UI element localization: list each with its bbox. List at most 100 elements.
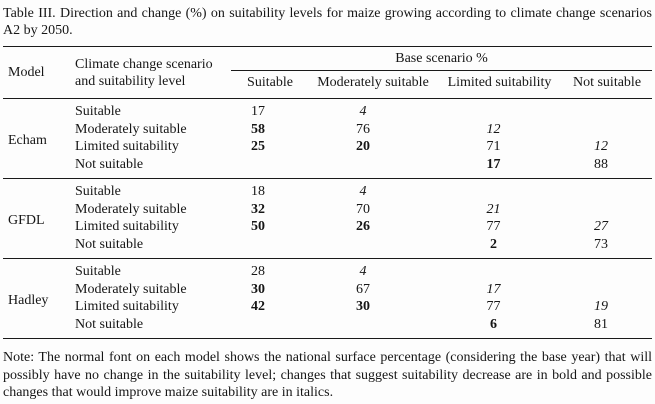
cell-value: 81 [594,316,609,332]
cell-value: 77 [486,219,501,234]
cell-value: 70 [356,201,370,217]
cell-value: 73 [594,236,609,252]
cell-value: 2 [490,236,497,252]
cell-not-suitable: 73 [562,235,653,259]
table-row: GFDL Suitable 18 4 [3,178,652,259]
cell-value: 19 [594,299,609,314]
col-header-scenario-level: Climate change scenario and suitability … [73,46,231,99]
cell-value: 4 [359,104,367,119]
cell-suitable [231,155,309,179]
cell-value: 12 [594,139,609,154]
suitability-level: Suitable [75,184,121,199]
table-row: Hadley Suitable 28 4 [3,258,652,339]
cell-limited-suitability [437,259,562,281]
header-row-columns: Suitable Moderately suitable Limited sui… [3,70,653,99]
suitability-level: Limited suitability [75,299,179,314]
cell-value: 28 [251,264,265,279]
cell-limited-suitability [437,99,562,121]
cell-suitable [231,235,309,259]
suitability-table: Model Climate change scenario and suitab… [3,46,653,339]
table-row: Moderately suitable 58 76 12 [3,121,652,139]
table-caption: Table III. Direction and change (%) on s… [3,6,652,38]
cell-limited-suitability: 17 [437,281,562,299]
cell-suitable: 17 [231,99,309,121]
cell-limited-suitability: 71 [437,138,562,156]
cell-not-suitable: 27 [562,218,652,236]
cell-suitable: 18 [231,179,309,201]
cell-not-suitable [562,121,652,139]
cell-suitable: 28 [231,259,309,281]
col-header-not-suitable: Not suitable [562,70,653,99]
cell-value: 27 [594,219,609,234]
cell-not-suitable: 19 [562,298,652,316]
cell-value: 58 [251,121,265,137]
cell-not-suitable: 88 [562,155,653,179]
cell-value: 4 [359,184,367,199]
cell-moderately-suitable: 70 [309,201,437,219]
cell-value: 17 [251,104,265,119]
cell-not-suitable [562,201,652,219]
cell-limited-suitability: 6 [437,315,562,339]
table-row: Limited suitability 25 20 71 12 [3,138,652,156]
cell-value: 17 [486,156,501,172]
cell-moderately-suitable: 4 [309,99,437,121]
cell-limited-suitability: 77 [437,218,562,236]
cell-moderately-suitable: 4 [309,259,437,281]
suitability-level: Not suitable [73,315,231,339]
cell-value: 30 [251,281,265,297]
cell-limited-suitability: 2 [437,235,562,259]
cell-suitable: 30 [231,281,309,299]
cell-not-suitable: 81 [562,315,653,339]
cell-value: 12 [486,121,501,137]
cell-limited-suitability: 21 [437,201,562,219]
table-row: Not suitable 2 73 [3,235,653,259]
cell-moderately-suitable [309,155,437,179]
cell-value: 50 [251,219,265,234]
cell-moderately-suitable: 30 [309,298,437,316]
table-row: Not suitable 17 88 [3,155,653,179]
cell-value: 26 [356,219,370,234]
cell-value: 42 [251,299,265,314]
cell-suitable: 25 [231,138,309,156]
cell-value: 4 [359,264,367,279]
col-header-model: Model [3,46,73,99]
cell-suitable [231,315,309,339]
cell-value: 17 [486,281,501,297]
header-row-top: Model Climate change scenario and suitab… [3,46,653,99]
col-header-suitable: Suitable [231,70,309,99]
suitability-level: Suitable [75,264,121,279]
table-row: Not suitable 6 81 [3,315,653,339]
table-row: Echam Suitable 17 4 [3,98,652,179]
cell-not-suitable [562,281,652,299]
col-header-limited-suitability: Limited suitability [437,70,562,99]
suitability-level: Limited suitability [75,139,179,154]
suitability-level: Moderately suitable [75,121,187,137]
cell-limited-suitability: 12 [437,121,562,139]
cell-value: 71 [486,139,501,154]
cell-moderately-suitable: 26 [309,218,437,236]
table-row: Moderately suitable 30 67 17 [3,281,652,299]
suitability-level: Limited suitability [75,219,179,234]
cell-moderately-suitable: 20 [309,138,437,156]
cell-value: 18 [251,184,265,199]
cell-suitable: 50 [231,218,309,236]
suitability-level: Moderately suitable [75,201,187,217]
cell-not-suitable: 12 [562,138,652,156]
suitability-level: Not suitable [73,155,231,179]
cell-suitable: 32 [231,201,309,219]
cell-value: 77 [486,299,501,314]
cell-moderately-suitable [309,235,437,259]
model-name-gfdl: GFDL [3,178,73,259]
cell-value: 88 [594,156,609,172]
cell-limited-suitability: 17 [437,155,562,179]
cell-moderately-suitable: 67 [309,281,437,299]
model-name-echam: Echam [3,98,73,179]
cell-moderately-suitable [309,315,437,339]
cell-value: 25 [251,139,265,154]
table-row: Limited suitability 42 30 77 19 [3,298,652,316]
cell-value: 32 [251,201,265,217]
cell-value: 67 [356,281,370,297]
col-group-header-base-scenario: Base scenario % [231,46,653,71]
cell-moderately-suitable: 76 [309,121,437,139]
